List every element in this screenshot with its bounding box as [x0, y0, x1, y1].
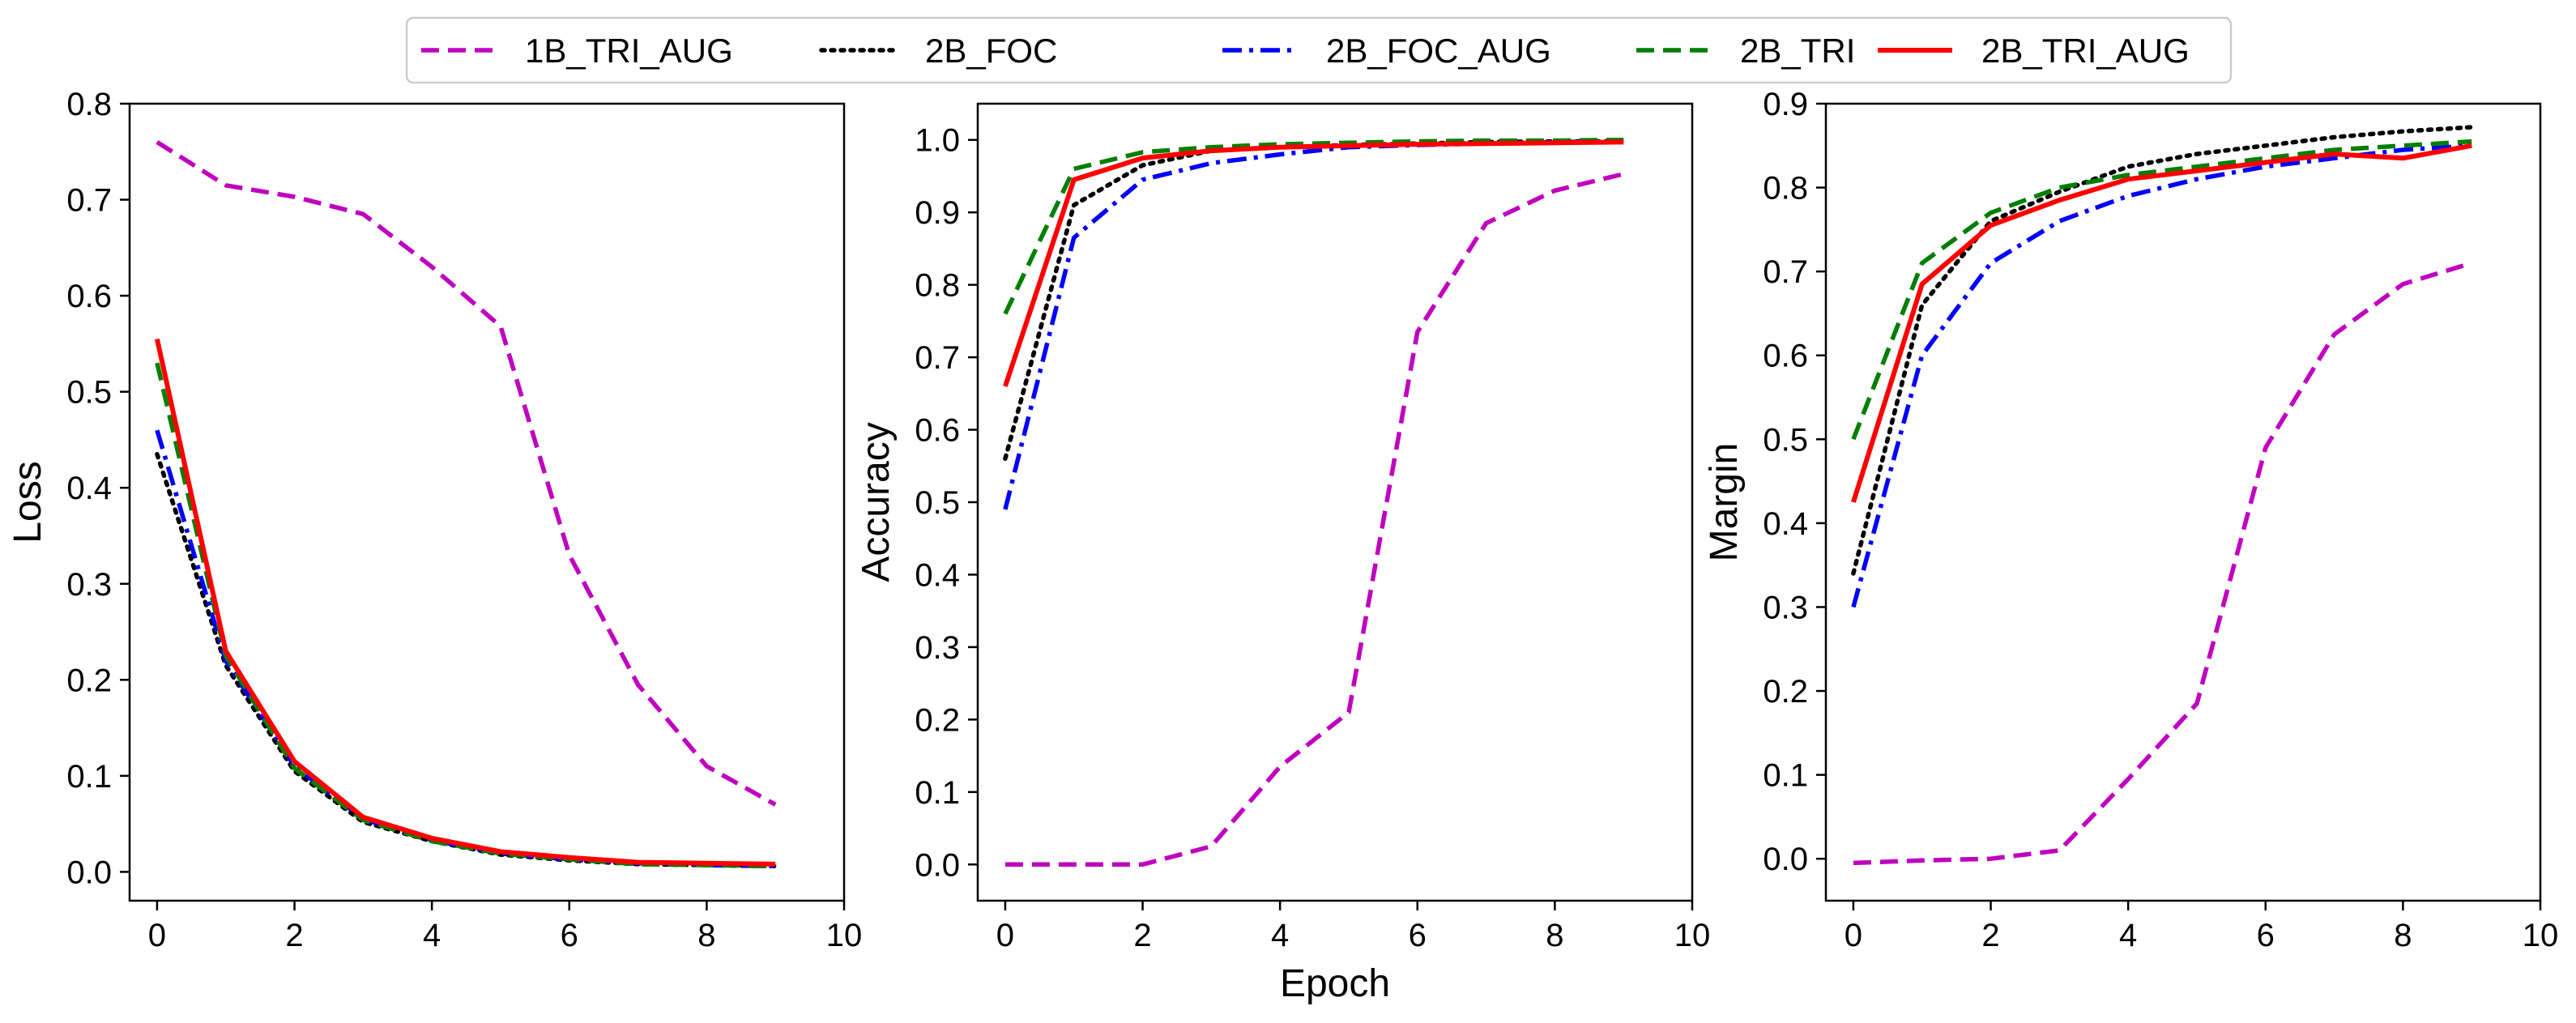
y-tick-label: 0.0 — [66, 855, 112, 890]
series-line-2b-foc — [1003, 139, 1626, 462]
series-line-2b-tri-aug — [1003, 139, 1624, 387]
y-axis-title: Margin — [1703, 443, 1746, 562]
y-tick-label: 0.3 — [1763, 590, 1808, 625]
x-tick-label: 6 — [2257, 918, 2275, 953]
series-line-1b-tri-aug — [1853, 261, 2473, 866]
y-tick-label: 0.8 — [66, 87, 112, 122]
legend-label: 2B_TRI — [1740, 32, 1855, 70]
plot-frame — [976, 102, 1694, 902]
series-line-2b-foc-aug — [1003, 139, 1624, 510]
series-line-2b-foc — [1851, 125, 2474, 576]
y-tick-label: 0.5 — [66, 375, 112, 411]
series-line-2b-tri — [1851, 139, 2472, 441]
legend-label: 2B_FOC — [925, 32, 1057, 70]
legend-label: 1B_TRI_AUG — [525, 32, 733, 70]
x-tick-label: 0 — [148, 918, 166, 953]
series-group — [1003, 137, 1626, 867]
y-tick-label: 0.7 — [1763, 254, 1808, 290]
y-tick-label: 0.2 — [66, 663, 112, 698]
x-tick-label: 2 — [1133, 918, 1151, 953]
series-line-2b-tri — [1003, 137, 1624, 315]
y-tick-label: 0.9 — [1763, 87, 1808, 122]
y-tick-label: 0.1 — [66, 759, 112, 795]
series-group — [1851, 125, 2474, 866]
series-line-2b-foc — [155, 451, 778, 869]
y-tick-label: 0.3 — [66, 567, 112, 603]
series-line-2b-foc-aug — [155, 429, 776, 869]
y-tick-label: 0.9 — [915, 195, 960, 231]
y-tick-label: 0.1 — [1763, 758, 1808, 794]
y-tick-label: 0.3 — [915, 630, 960, 666]
x-tick-label: 6 — [561, 918, 578, 953]
x-tick-label: 6 — [1409, 918, 1427, 953]
plot-frame — [128, 102, 846, 902]
series-line-1b-tri-aug — [156, 140, 777, 807]
series-group — [154, 140, 778, 869]
x-tick-label: 0 — [1845, 918, 1862, 953]
y-tick-label: 0.6 — [66, 279, 112, 314]
plot-frame — [1824, 102, 2542, 902]
x-tick-label: 4 — [423, 918, 441, 953]
legend: 1B_TRI_AUG 2B_FOC 2B_FOC_AUG 2B_TRI 2B_TRI_A… — [405, 16, 2233, 84]
y-tick-label: 0.4 — [1763, 506, 1808, 542]
series-line-2b-foc-aug — [1851, 143, 2472, 608]
x-axis-title: Epoch — [1280, 962, 1390, 1005]
series-line-2b-tri-aug — [154, 338, 776, 867]
x-tick-label: 2 — [285, 918, 303, 953]
x-tick-label: 4 — [2119, 918, 2137, 953]
y-tick-label: 0.7 — [66, 183, 112, 219]
y-tick-label: 0.4 — [66, 471, 112, 506]
x-tick-label: 10 — [1674, 918, 1711, 953]
legend-item-2b-foc: 2B_FOC — [819, 32, 1057, 70]
legend-frame — [405, 16, 2233, 84]
y-axis-title: Accuracy — [855, 422, 898, 582]
y-tick-label: 0.0 — [1763, 842, 1808, 877]
y-tick-label: 0.8 — [1763, 171, 1808, 207]
y-tick-label: 0.5 — [915, 485, 960, 521]
y-axis-title: Loss — [6, 461, 49, 543]
legend-item-1b-tri-aug: 1B_TRI_AUG — [421, 32, 733, 70]
x-tick-label: 10 — [826, 918, 863, 953]
y-tick-label: 0.6 — [1763, 339, 1808, 374]
y-tick-label: 1.0 — [915, 123, 960, 159]
y-tick-label: 0.7 — [915, 340, 960, 376]
legend-label: 2B_TRI_AUG — [1981, 32, 2190, 70]
legend-label: 2B_FOC_AUG — [1326, 32, 1551, 70]
y-tick-label: 0.2 — [1763, 674, 1808, 710]
y-tick-label: 0.5 — [1763, 422, 1808, 458]
chart-panels: 0 2 4 6 8 10 0.0 0.1 0.2 0.3 0.4 0.5 0.6 0.7 0.8 Loss 0 2… — [6, 87, 2558, 953]
y-tick-label: 0.0 — [915, 847, 960, 883]
x-tick-label: 0 — [996, 918, 1014, 953]
y-tick-label: 0.1 — [915, 775, 960, 811]
x-tick-label: 4 — [1271, 918, 1289, 953]
panel-accuracy: 0 2 4 6 8 10 0.0 0.1 0.2 0.3 0.4 0.5 0.6 0.7 0.8 0.9 1.0… — [855, 102, 1711, 953]
series-line-1b-tri-aug — [1004, 172, 1624, 867]
y-tick-label: 0.2 — [915, 702, 960, 738]
x-tick-label: 8 — [697, 918, 715, 953]
panel-margin: 0 2 4 6 8 10 0.0 0.1 0.2 0.3 0.4 0.5 0.6 0.7 0.8 0.9 Mar… — [1703, 87, 2558, 953]
y-tick-label: 0.6 — [915, 413, 960, 449]
legend-item-2b-tri-aug: 2B_TRI_AUG — [1878, 32, 2190, 70]
y-tick-label: 0.4 — [915, 557, 960, 593]
x-tick-label: 8 — [1546, 918, 1563, 953]
series-line-2b-tri — [155, 362, 776, 869]
x-tick-label: 10 — [2523, 918, 2559, 953]
series-line-2b-tri-aug — [1851, 143, 2472, 503]
y-tick-label: 0.8 — [915, 268, 960, 304]
legend-item-2b-tri: 2B_TRI — [1636, 32, 1855, 70]
panel-loss: 0 2 4 6 8 10 0.0 0.1 0.2 0.3 0.4 0.5 0.6 0.7 0.8 Loss — [6, 87, 862, 953]
legend-item-2b-foc-aug: 2B_FOC_AUG — [1222, 32, 1551, 70]
x-tick-label: 2 — [1981, 918, 1999, 953]
x-tick-label: 8 — [2394, 918, 2412, 953]
